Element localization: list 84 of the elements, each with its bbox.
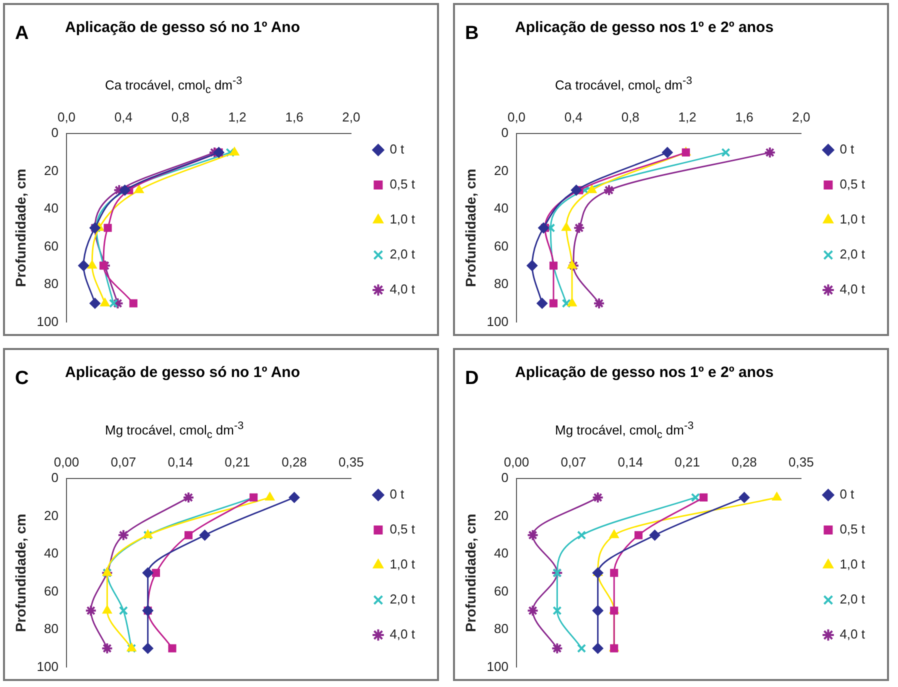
x-tick-label: 0,00 <box>504 454 530 470</box>
legend-label: 0 t <box>390 142 405 157</box>
y-tick-label: 80 <box>494 276 508 292</box>
x-tick-label: 0,14 <box>618 454 644 470</box>
legend-label: 1,0 t <box>390 556 416 572</box>
y-tick-label: 60 <box>494 583 508 598</box>
chart-title: Aplicação de gesso nos 1º e 2º anos <box>515 19 774 36</box>
text: D <box>465 368 479 390</box>
x-tick-label: 0,0 <box>507 109 526 124</box>
y-tick-label: 60 <box>494 238 508 254</box>
x-tick-label: 0,00 <box>54 454 80 470</box>
y-tick-label: 20 <box>494 162 508 178</box>
x-tick-label: 0,07 <box>110 454 136 470</box>
chart-title: Aplicação de gesso só no 1º Ano <box>65 364 300 381</box>
legend-label: 0,5 t <box>840 522 866 537</box>
y-tick-label: 0 <box>501 125 508 140</box>
x-axis-title: Ca trocável, cmol$_{c}$ dm$^{-3}$ <box>105 75 242 96</box>
legend-label: 4,0 t <box>840 626 866 642</box>
text: C <box>15 368 29 390</box>
legend-label: 2,0 t <box>390 246 416 262</box>
legend-label: 1,0 t <box>390 212 416 227</box>
y-tick-label: 40 <box>44 546 58 561</box>
x-tick-label: 0,8 <box>171 109 190 124</box>
legend-label: 1,0 t <box>840 212 866 227</box>
x-tick-label: 0,0 <box>57 109 76 124</box>
y-tick-label: 80 <box>494 621 508 636</box>
x-tick-label: 0,35 <box>788 454 814 470</box>
legend-label: 4,0 t <box>840 282 866 297</box>
legend-label: 0,5 t <box>840 176 866 192</box>
y-tick-label: 40 <box>494 200 508 216</box>
y-tick-label: 80 <box>44 621 58 636</box>
y-tick-label: 60 <box>44 583 58 598</box>
x-tick-label: 0,21 <box>674 454 700 470</box>
x-tick-label: 1,6 <box>735 109 754 124</box>
y-tick-label: 20 <box>44 508 58 523</box>
legend-label: 4,0 t <box>390 626 416 642</box>
x-axis-title: Ca trocável, cmol$_{c}$ dm$^{-3}$ <box>555 75 692 96</box>
x-tick-label: 0,35 <box>338 454 364 470</box>
y-tick-label: 80 <box>44 276 58 292</box>
chart-title: Aplicação de gesso nos 1º e 2º anos <box>515 364 774 381</box>
y-tick-label: 40 <box>494 546 508 561</box>
y-tick-label: 100 <box>36 314 58 329</box>
y-tick-label: 40 <box>44 200 58 216</box>
y-axis-title: Profundidade, cm <box>12 168 28 288</box>
y-tick-label: 0 <box>51 125 58 140</box>
y-tick-label: 100 <box>486 658 508 674</box>
legend-label: 0 t <box>390 486 405 502</box>
text: A <box>15 23 29 45</box>
legend-label: 0 t <box>840 142 855 157</box>
y-axis-title: Profundidade, cm <box>12 514 28 632</box>
legend-label: 2,0 t <box>390 592 416 607</box>
x-axis-title: Mg trocável, cmol$_{c}$ dm$^{-3}$ <box>105 420 244 441</box>
legend-label: 0 t <box>840 486 855 502</box>
x-tick-label: 1,2 <box>228 109 246 124</box>
x-tick-label: 0,28 <box>732 454 757 470</box>
chart-title: Aplicação de gesso só no 1º Ano <box>65 19 300 36</box>
y-tick-label: 100 <box>36 658 58 674</box>
x-tick-label: 0,07 <box>560 454 586 470</box>
y-tick-label: 60 <box>44 238 58 254</box>
x-tick-label: 1,2 <box>678 109 696 124</box>
x-tick-label: 2,0 <box>342 109 360 124</box>
x-tick-label: 1,6 <box>285 109 304 124</box>
y-tick-label: 0 <box>51 470 58 486</box>
text: B <box>465 23 479 45</box>
y-tick-label: 0 <box>501 470 508 486</box>
x-tick-label: 0,21 <box>224 454 250 470</box>
x-tick-label: 0,8 <box>621 109 640 124</box>
legend-label: 2,0 t <box>840 592 866 607</box>
y-tick-label: 100 <box>486 314 508 329</box>
x-axis-title: Mg trocável, cmol$_{c}$ dm$^{-3}$ <box>555 420 694 441</box>
x-tick-label: 0,28 <box>282 454 307 470</box>
legend-label: 0,5 t <box>390 522 416 537</box>
y-tick-label: 20 <box>494 508 508 523</box>
legend-label: 4,0 t <box>390 282 416 297</box>
x-tick-label: 0,4 <box>114 109 132 124</box>
legend-label: 1,0 t <box>840 556 866 572</box>
x-tick-label: 2,0 <box>792 109 810 124</box>
x-tick-label: 0,14 <box>168 454 194 470</box>
y-axis-title: Profundidade, cm <box>462 514 478 632</box>
x-tick-label: 0,4 <box>564 109 582 124</box>
y-axis-title: Profundidade, cm <box>462 168 478 288</box>
legend-label: 2,0 t <box>840 246 866 262</box>
legend-label: 0,5 t <box>390 176 416 192</box>
y-tick-label: 20 <box>44 162 58 178</box>
